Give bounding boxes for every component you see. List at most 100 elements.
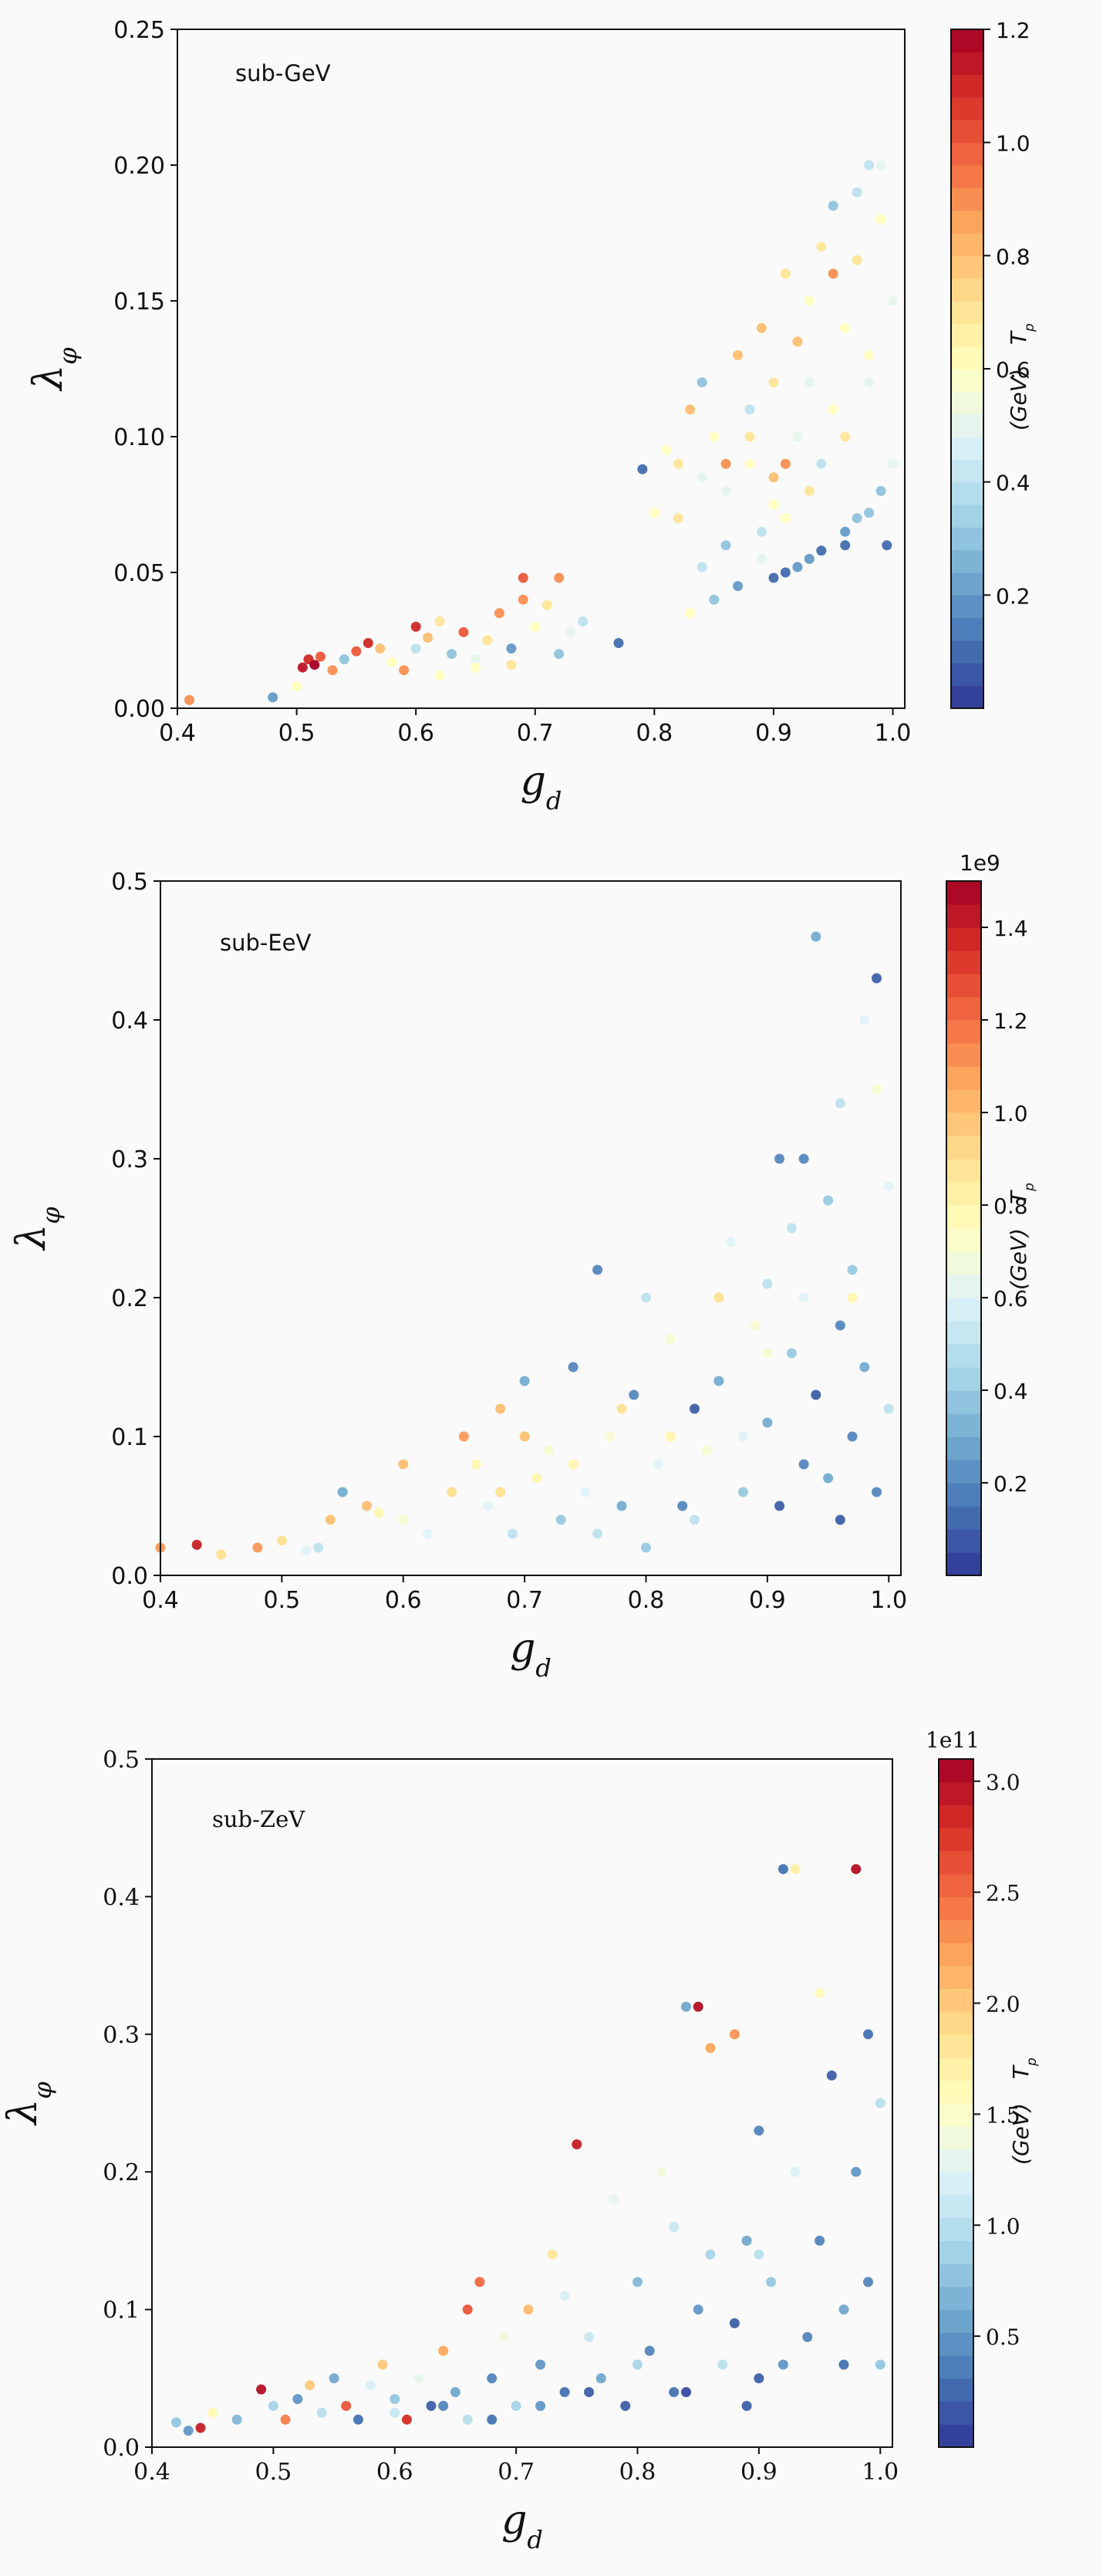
scatter-point (434, 670, 445, 681)
scatter-point (804, 377, 815, 388)
scatter-point (531, 1473, 542, 1484)
scatter-point (584, 2387, 595, 2398)
colorbar-segment (946, 1344, 981, 1368)
y-tick-label: 0.4 (111, 1008, 148, 1035)
scatter-point (410, 643, 421, 654)
colorbar-segment (951, 165, 983, 188)
scatter-point (673, 513, 683, 524)
colorbar-segment (939, 1988, 973, 2012)
scatter-point (835, 1320, 845, 1331)
scatter-point (341, 2401, 352, 2411)
scatter-point (530, 621, 541, 632)
scatter-point (720, 540, 731, 551)
scatter-point (276, 1535, 287, 1546)
scatter-point (777, 1864, 788, 1875)
colorbar: 0.2 0.4 0.6 0.8 1.0 1.2 1.4 1e9 Tp (GeV) (946, 850, 1037, 1576)
colorbar-segment (951, 301, 983, 324)
scatter-point (327, 665, 338, 676)
scatter-point (840, 322, 851, 333)
scatter-point (592, 1264, 603, 1275)
scatter-point (780, 458, 791, 469)
scatter-point (766, 2277, 777, 2287)
colorbar-segment (939, 2125, 973, 2149)
scatter-point (768, 377, 779, 388)
scatter-point (720, 485, 731, 496)
y-tick-label: 0.5 (111, 869, 148, 896)
colorbar-segment (939, 1759, 973, 1783)
scatter-point (864, 508, 875, 518)
scatter-point (423, 633, 433, 643)
scatter-point (216, 1549, 227, 1560)
scatter-point (780, 567, 791, 578)
x-tick-label: 1.0 (875, 720, 912, 747)
scatter-point (882, 540, 892, 551)
colorbar-segment (939, 1965, 973, 1989)
x-tick-label: 0.6 (385, 1587, 422, 1614)
colorbar-segment (951, 617, 983, 641)
scatter-point (297, 662, 308, 673)
colorbar-segment (946, 1205, 981, 1229)
scatter-points (155, 931, 894, 1560)
x-tick-label: 0.9 (755, 720, 792, 747)
colorbar-segment (939, 2355, 973, 2379)
x-tick-label: 0.9 (749, 1587, 786, 1614)
colorbar-segment (946, 1552, 981, 1576)
scatter-point (875, 485, 886, 496)
scatter-point (786, 1348, 797, 1359)
scatter-point (737, 1487, 748, 1497)
scatter-point (757, 553, 767, 564)
scatter-point (523, 2304, 534, 2315)
scatter-point (744, 431, 755, 442)
y-tick-label: 0.3 (103, 2022, 140, 2049)
scatter-point (888, 458, 898, 469)
scatter-point (840, 540, 851, 551)
scatter-point (458, 626, 469, 637)
scatter-point (592, 1528, 603, 1539)
scatter-point (620, 2401, 631, 2411)
scatter-point (422, 1528, 433, 1539)
scatter-point (653, 1459, 663, 1470)
scatter-point (762, 1278, 773, 1289)
scatter-point (390, 2407, 400, 2418)
colorbar-segment (939, 1850, 973, 1875)
colorbar-segment (951, 74, 983, 98)
scatter-point (762, 1348, 773, 1359)
x-tick-label: 0.8 (619, 2459, 656, 2486)
scatter-point (268, 692, 278, 703)
scatter-point (754, 2249, 764, 2260)
scatter-point (872, 1487, 882, 1497)
scatter-point (838, 2359, 849, 2370)
scatter-point (292, 2394, 303, 2405)
scatter-point (847, 1431, 858, 1442)
colorbar-segment (946, 1390, 981, 1414)
scatter-point (547, 2249, 558, 2260)
scatter-point (790, 2166, 801, 2177)
x-axis-label: gd (510, 1626, 552, 1683)
colorbar-tick-label: 1.2 (993, 1008, 1028, 1034)
colorbar-segment (939, 1805, 973, 1828)
colorbar-segment (939, 2332, 973, 2356)
scatter-point (544, 1445, 555, 1456)
scatter-point (673, 458, 683, 469)
scatter-point (644, 2345, 655, 2356)
y-tick-label: 0.3 (111, 1146, 148, 1173)
colorbar-segment (951, 663, 983, 687)
scatter-point (450, 2387, 460, 2398)
colorbar-segment (946, 1112, 981, 1136)
scatter-point (828, 268, 838, 279)
scatter-point (693, 2304, 703, 2315)
scatter-point (604, 1431, 615, 1442)
scatter-point (559, 2387, 570, 2398)
colorbar-segment (939, 2057, 973, 2081)
y-tick-label: 0.05 (113, 560, 165, 587)
y-axis-label: λφ (0, 2081, 57, 2126)
scatter-point (608, 2194, 619, 2205)
scatter-point (883, 1403, 894, 1414)
colorbar-segment (939, 1896, 973, 1920)
scatter-point (595, 2373, 606, 2384)
scatter-point (498, 2331, 509, 2342)
scatter-point (268, 2401, 278, 2411)
y-tick-label: 0.20 (113, 153, 165, 180)
colorbar-segment (946, 1228, 981, 1252)
scatter-point (798, 1459, 809, 1470)
